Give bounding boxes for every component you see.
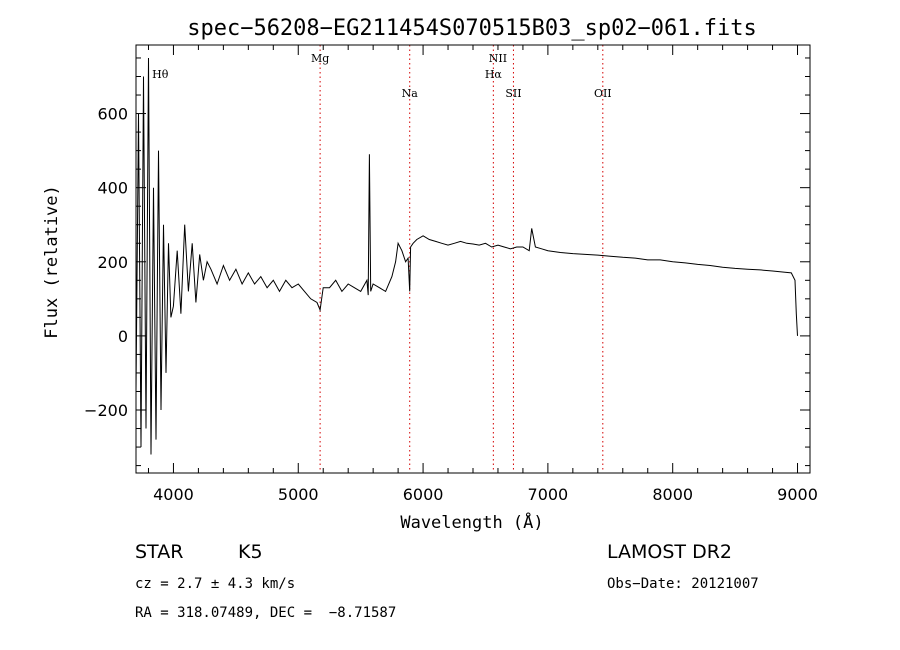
line-label-mg: Mg — [311, 52, 329, 65]
plot-frame — [135, 44, 811, 474]
observation-date: Obs−Date: 20121007 — [607, 576, 759, 592]
survey-name: LAMOST DR2 — [607, 541, 732, 563]
line-label-na: Na — [402, 87, 419, 100]
redshift-cz: cz = 2.7 ± 4.3 km/s — [135, 576, 296, 592]
object-type: STAR — [135, 541, 184, 563]
chart-title: spec−56208−EG211454S070515B03_sp02−061.f… — [187, 16, 757, 41]
x-tick-label: 7000 — [528, 485, 569, 504]
object-subclass: K5 — [238, 541, 263, 563]
flux-series — [135, 57, 798, 455]
line-label-nii: NII — [489, 52, 507, 65]
x-tick-label: 6000 — [403, 485, 444, 504]
y-tick-label: 400 — [97, 179, 128, 198]
y-tick-label: −200 — [84, 401, 128, 420]
series-line-flux — [135, 57, 798, 455]
line-label-oii: OII — [594, 87, 612, 100]
x-axis-title: Wavelength (Å) — [400, 511, 543, 533]
line-label-sii: SII — [505, 87, 521, 100]
line-label-htheta: Hθ — [152, 68, 169, 81]
line-label-halpha: Hα — [485, 68, 503, 81]
x-tick-label: 4000 — [153, 485, 194, 504]
y-tick-label: 0 — [118, 327, 128, 346]
x-tick-label: 8000 — [652, 485, 693, 504]
ra-dec-coordinates: RA = 318.07489, DEC = −8.71587 — [135, 605, 397, 621]
x-tick-label: 9000 — [777, 485, 818, 504]
x-tick-label: 5000 — [278, 485, 319, 504]
y-tick-label: 200 — [97, 253, 128, 272]
plot-axes: 4000 5000 6000 7000 8000 9000 −200 0 200 400 600 — [84, 44, 818, 504]
y-axis-title: Flux (relative) — [42, 185, 62, 339]
y-tick-label: 600 — [97, 105, 128, 124]
